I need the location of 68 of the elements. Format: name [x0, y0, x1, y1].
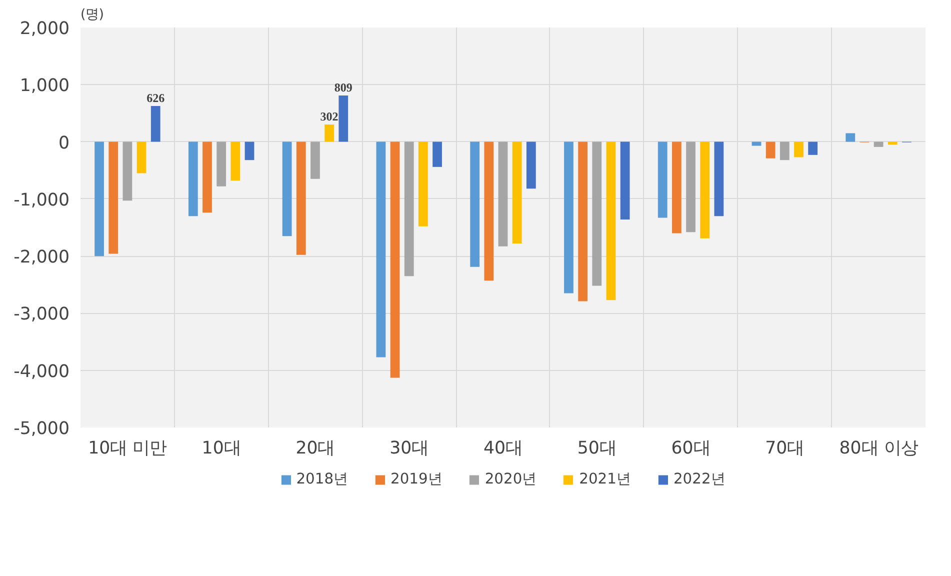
bar — [484, 142, 494, 281]
legend-label: 2021년 — [579, 470, 632, 488]
y-tick-label: -4,000 — [14, 362, 70, 382]
bar — [498, 142, 508, 246]
bar — [136, 142, 146, 174]
y-tick-label: 1,000 — [20, 76, 70, 96]
data-label: 626 — [146, 91, 165, 106]
bar — [376, 142, 386, 358]
bar — [202, 142, 212, 213]
data-label: 302 — [320, 110, 338, 124]
legend-label: 2022년 — [673, 470, 726, 488]
bar — [512, 142, 522, 244]
bar — [606, 142, 616, 300]
bar — [188, 142, 198, 216]
bar — [592, 142, 602, 286]
bar — [122, 142, 132, 201]
y-axis-title: (명) — [80, 8, 104, 22]
x-tick-label: 50대 — [577, 438, 616, 458]
bar — [244, 142, 254, 160]
bar — [752, 142, 762, 146]
bar — [766, 142, 776, 158]
bar — [700, 142, 710, 238]
y-tick-label: 2,000 — [20, 19, 70, 39]
x-tick-label: 30대 — [390, 438, 429, 458]
bar — [470, 142, 480, 267]
bar — [418, 142, 428, 226]
bar — [216, 142, 226, 186]
legend-label: 2020년 — [484, 470, 538, 488]
bar — [230, 142, 240, 181]
bar — [324, 124, 334, 142]
y-tick-label: -1,000 — [14, 190, 70, 210]
bar — [620, 142, 630, 220]
y-tick-label: -5,000 — [14, 419, 70, 439]
bar — [282, 142, 292, 236]
y-tick-label: -2,000 — [14, 248, 70, 268]
bar — [780, 142, 790, 160]
bar — [874, 142, 884, 147]
bar — [296, 142, 306, 255]
bar — [672, 142, 682, 234]
y-tick-label: -3,000 — [14, 304, 70, 325]
bar — [432, 142, 442, 167]
data-label: 809 — [334, 80, 352, 95]
bar — [526, 142, 536, 189]
x-tick-label: 60대 — [671, 438, 710, 458]
legend-label: 2019년 — [390, 470, 443, 488]
bar — [846, 133, 856, 142]
bar — [794, 142, 804, 158]
x-tick-label: 40대 — [483, 438, 523, 458]
bar — [404, 142, 414, 276]
bar — [658, 142, 668, 218]
bar — [564, 142, 574, 294]
bar — [310, 142, 320, 179]
x-tick-label: 20대 — [296, 438, 335, 458]
bar — [714, 142, 724, 216]
bar — [94, 142, 104, 256]
bar — [390, 142, 400, 378]
legend-label: 2018년 — [296, 470, 349, 488]
bar — [150, 106, 160, 142]
x-tick-label: 80대 이상 — [839, 438, 918, 458]
x-tick-label: 10대 미만 — [88, 438, 167, 458]
bar — [108, 142, 118, 254]
bar — [808, 142, 818, 155]
bar — [686, 142, 696, 232]
bar — [578, 142, 588, 302]
x-tick-label: 70대 — [765, 438, 804, 458]
x-tick-label: 10대 — [202, 438, 241, 458]
bar — [338, 96, 348, 142]
y-tick-label: 0 — [58, 133, 70, 154]
